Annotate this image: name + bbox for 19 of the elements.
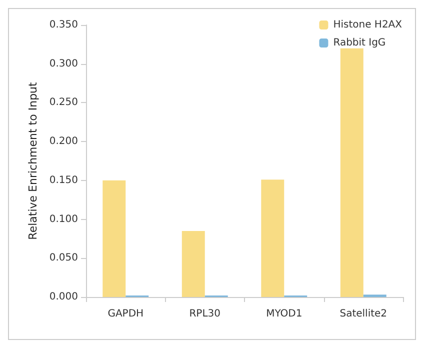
y-tick-label: 0.250 [49,97,78,108]
legend-label: Histone H2AX [333,20,402,30]
y-tick-label: 0.150 [49,174,78,186]
bar [102,180,126,297]
bar [261,180,284,297]
bar [340,48,364,297]
y-tick-label: 0.200 [49,136,78,148]
legend-label: Rabbit IgG [333,38,386,48]
y-tick-label: 0.050 [49,252,78,264]
y-tick-label: 0.000 [49,292,78,302]
x-tick-label: Satellite2 [340,308,388,320]
x-tick-label: RPL30 [189,308,221,320]
y-tick-label: 0.350 [49,20,78,30]
x-tick-label: GAPDH [108,308,144,320]
bar [182,230,205,297]
y-axis-title: Relative Enrichment to Input [26,81,40,240]
x-tick-label: MYOD1 [266,308,302,320]
y-tick-label: 0.300 [49,58,78,70]
y-tick-label: 0.100 [49,214,78,225]
